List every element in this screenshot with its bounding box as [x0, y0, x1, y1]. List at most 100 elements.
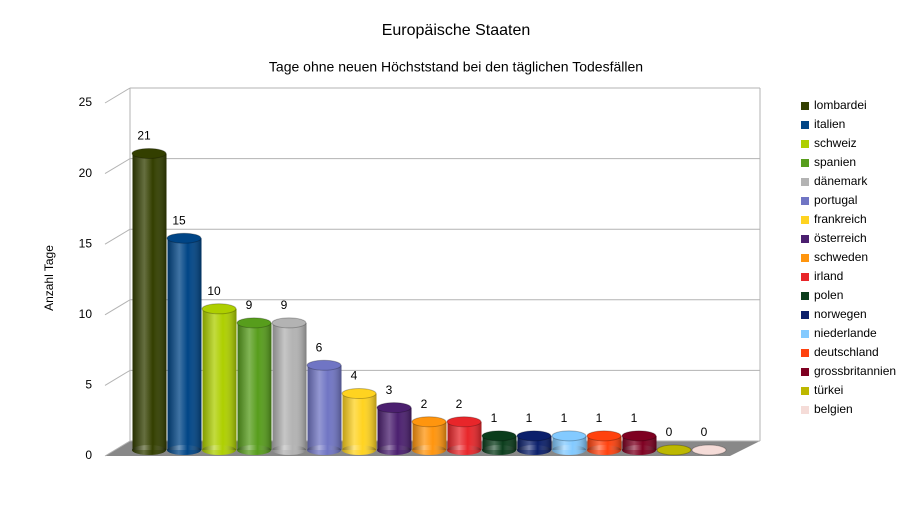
- bar: [166, 232, 202, 455]
- bar: [376, 402, 412, 455]
- bar-top: [656, 444, 692, 456]
- legend-swatch: [801, 102, 809, 110]
- bar-top: [166, 232, 202, 244]
- bar-bottom-shade: [552, 445, 586, 455]
- legend-swatch: [801, 178, 809, 186]
- grid-line: [104, 87, 131, 104]
- legend-label: frankreich: [814, 212, 867, 226]
- bar-bottom-shade: [237, 445, 271, 455]
- bar-top: [376, 402, 412, 414]
- grid-line: [104, 440, 131, 457]
- legend-label: spanien: [814, 155, 856, 169]
- chart-subtitle: Tage ohne neuen Höchststand bei den tägl…: [269, 59, 643, 75]
- data-label: 10: [207, 284, 221, 298]
- legend-swatch: [801, 197, 809, 205]
- bar: [516, 430, 552, 455]
- bar-bottom-shade: [412, 445, 446, 455]
- data-label: 3: [386, 383, 393, 397]
- legend-label: österreich: [814, 231, 867, 245]
- legend-label: norwegen: [814, 307, 867, 321]
- legend-swatch: [801, 349, 809, 357]
- y-tick-label: 10: [79, 307, 93, 321]
- data-label: 1: [526, 411, 533, 425]
- legend-label: schweden: [814, 250, 868, 264]
- data-label: 0: [666, 425, 673, 439]
- y-tick-label: 15: [79, 236, 93, 250]
- bar: [481, 430, 517, 455]
- legend-label: niederlande: [814, 326, 877, 340]
- grid-line: [104, 369, 131, 386]
- grid-line: [104, 228, 131, 245]
- bar-shade: [342, 393, 377, 450]
- data-label: 9: [246, 298, 253, 312]
- legend-swatch: [801, 311, 809, 319]
- bar-bottom-shade: [447, 445, 481, 455]
- legend-swatch: [801, 216, 809, 224]
- data-label: 2: [421, 397, 428, 411]
- legend-swatch: [801, 273, 809, 281]
- bar-top: [271, 317, 307, 329]
- bar-shade: [272, 322, 307, 450]
- bar: [411, 416, 447, 455]
- data-label: 1: [561, 411, 568, 425]
- legend-label: irland: [814, 269, 843, 283]
- bar-bottom-shade: [272, 445, 306, 455]
- bar-bottom-shade: [167, 445, 201, 455]
- bar: [691, 444, 727, 456]
- legend-label: deutschland: [814, 345, 879, 359]
- y-tick-label: 20: [79, 166, 93, 180]
- bar: [621, 430, 657, 455]
- bar-bottom-shade: [587, 445, 621, 455]
- bar-top: [621, 430, 657, 442]
- bar-top: [586, 430, 622, 442]
- legend-label: dänemark: [814, 174, 868, 188]
- y-tick-label: 25: [79, 95, 93, 109]
- grid-line: [104, 299, 131, 316]
- bar: [131, 147, 167, 455]
- legend-swatch: [801, 330, 809, 338]
- bar: [306, 359, 342, 455]
- legend-label: türkei: [814, 383, 843, 397]
- data-label: 9: [281, 298, 288, 312]
- bar-shade: [237, 322, 272, 450]
- bar-shade: [132, 153, 167, 451]
- legend-swatch: [801, 140, 809, 148]
- data-label: 4: [351, 369, 358, 383]
- y-tick-label: 0: [85, 448, 92, 462]
- legend-label: lombardei: [814, 98, 867, 112]
- legend-swatch: [801, 254, 809, 262]
- data-label: 1: [596, 411, 603, 425]
- legend-swatch: [801, 159, 809, 167]
- legend-swatch: [801, 406, 809, 414]
- bar: [656, 444, 692, 456]
- data-label: 21: [137, 129, 151, 143]
- legend-label: portugal: [814, 193, 857, 207]
- legend-label: polen: [814, 288, 843, 302]
- bar-top: [341, 388, 377, 400]
- data-label: 15: [172, 213, 186, 227]
- bar: [446, 416, 482, 455]
- bar-bottom-shade: [342, 445, 376, 455]
- bar-bottom-shade: [482, 445, 516, 455]
- bar-bottom-shade: [622, 445, 656, 455]
- legend-swatch: [801, 292, 809, 300]
- bar-shade: [377, 407, 412, 450]
- bar: [551, 430, 587, 455]
- chart-title: Europäische Staaten: [382, 22, 531, 39]
- bar: [201, 303, 237, 455]
- bar-shade: [167, 238, 202, 450]
- legend-swatch: [801, 368, 809, 376]
- bar: [271, 317, 307, 455]
- bar-bottom-shade: [202, 445, 236, 455]
- legend-swatch: [801, 235, 809, 243]
- bar-bottom-shade: [307, 445, 341, 455]
- bar-top: [516, 430, 552, 442]
- y-tick-label: 5: [85, 378, 92, 392]
- bar-top: [481, 430, 517, 442]
- legend-label: belgien: [814, 402, 853, 416]
- data-label: 0: [701, 425, 708, 439]
- bar-top: [201, 303, 237, 315]
- bar: [586, 430, 622, 455]
- bar-bottom-shade: [517, 445, 551, 455]
